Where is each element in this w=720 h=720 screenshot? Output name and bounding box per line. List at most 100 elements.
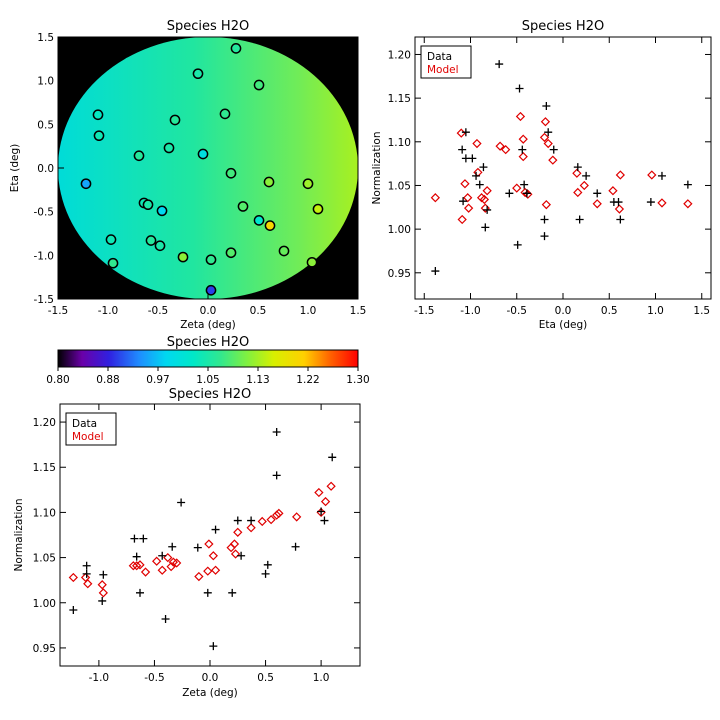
zeta-y-tick-label: 1.20 [33,417,56,429]
eta-model-point [592,199,602,209]
zeta-data-point [132,552,141,561]
zeta-data-point [69,605,78,614]
map-point [192,68,204,80]
eta-data-point [540,215,549,224]
eta-data-point [513,240,522,249]
zeta-model-point [194,571,204,582]
eta-panel: Species H2O -1.5 -1.0 -0.5 0.0 0.5 1.0 1.5 0.95… [371,19,712,331]
zeta-model-point [230,549,241,559]
map-point [145,235,157,246]
zeta-y-tick-label: 0.95 [33,643,56,655]
eta-model-point [579,180,589,191]
eta-model-point [463,193,473,203]
eta-data-point [573,163,582,172]
zeta-data-point [233,516,242,525]
zeta-model-point [157,565,167,575]
map-panel: Species H2O -1.5 -1.0 -0.5 0.0 0.5 1.0 1.5 -1.… [9,19,366,331]
zeta-model-point [326,481,336,491]
zeta-data-point [82,561,91,570]
eta-data-point [542,101,551,110]
map-point [312,203,324,215]
zeta-data-point [328,453,337,462]
eta-x-tick-label: -1.5 [414,305,435,317]
map-y-tick-label: 1.5 [37,32,54,44]
eta-data-point [515,84,524,93]
map-point [205,254,217,266]
eta-data-point [475,180,484,189]
eta-title: Species H2O [522,19,604,34]
eta-data-point [614,198,623,207]
zeta-data-point [237,551,246,560]
eta-model-point [480,203,490,213]
colorbar-tick-label: 1.13 [246,374,269,386]
map-point [177,251,189,263]
zeta-ticks: -1.0 -0.5 0.0 0.5 1.0 0.95 1.00 1.05 1.10 1.15 1.2… [33,404,360,684]
eta-model-point [608,186,618,196]
zeta-legend-model: Model [72,431,104,443]
zeta-model-point [257,516,267,527]
eta-data-point [522,189,531,198]
zeta-model-point [68,572,78,583]
eta-model-point [683,199,693,209]
eta-data-point [472,171,481,180]
eta-x-tick-label: -1.0 [460,305,481,317]
zeta-model-point [98,588,108,598]
eta-data-point [495,60,504,69]
map-point [142,199,154,211]
eta-ticks: -1.5 -1.0 -0.5 0.0 0.5 1.0 1.5 0.95 1.00 1.05 1.10… [388,37,711,317]
map-point [93,130,105,142]
map-x-tick-label: -1.0 [98,305,119,317]
zeta-model-point [314,487,324,498]
zeta-y-tick-label: 1.00 [33,598,56,610]
map-field-disk [58,37,358,299]
eta-data-point [505,189,514,198]
map-point [263,176,275,188]
map-point [133,150,145,162]
map-point [253,79,265,91]
zeta-y-label: Normalization [13,499,25,572]
zeta-data-point [320,516,329,525]
map-point [107,257,119,269]
zeta-title: Species H2O [169,387,251,402]
zeta-data-point [161,615,170,624]
eta-frame [414,36,712,300]
colorbar-tick-label: 0.97 [146,374,169,386]
eta-model-point [479,194,490,205]
map-point [205,284,217,296]
zeta-data-point [261,569,270,578]
eta-model-point [460,179,470,189]
eta-model-point [464,203,474,213]
zeta-data-point [272,471,281,480]
zeta-model-point [203,566,213,576]
zeta-x-tick-label: -1.0 [89,672,110,684]
zeta-data-point [272,428,281,437]
eta-data-point [461,128,470,137]
eta-data-point [518,145,527,154]
map-y-tick-label: 0.0 [37,163,54,175]
eta-legend-box [420,45,472,79]
zeta-model-point [132,561,142,571]
map-y-tick-label: -1.5 [34,294,55,306]
colorbar-tick-label: 0.88 [96,374,119,386]
eta-y-tick-label: 1.05 [388,180,411,192]
map-y-tick-label: 1.0 [37,76,54,88]
eta-data-point [458,145,467,154]
zeta-data-point [82,569,91,578]
eta-data-point [479,163,488,172]
map-point [80,178,92,190]
eta-data-point [616,215,625,224]
map-point [225,247,237,259]
map-x-tick-label: 0.5 [250,305,267,317]
zeta-model-point [233,527,243,537]
eta-legend-data: Data [427,51,452,63]
map-x-tick-label: -1.5 [48,305,69,317]
map-point [302,178,314,190]
zeta-x-tick-label: 1.0 [313,672,330,684]
eta-data-point [657,171,666,180]
zeta-model-point [204,539,214,549]
zeta-legend-data: Data [72,418,97,430]
eta-model-point [512,183,522,193]
eta-y-tick-label: 1.15 [388,93,411,105]
eta-data-point [683,180,692,189]
